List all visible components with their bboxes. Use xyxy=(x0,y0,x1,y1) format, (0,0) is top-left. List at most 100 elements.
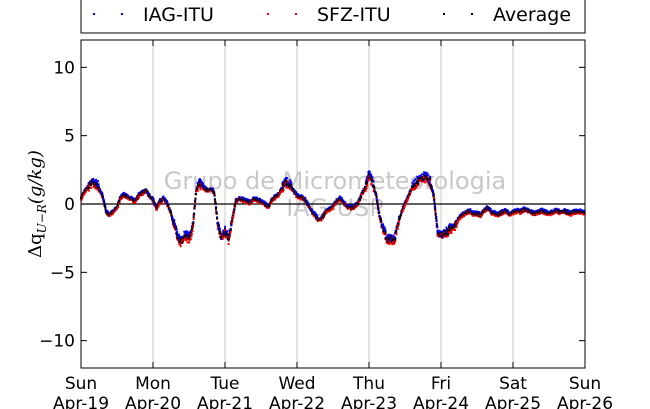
point-sfz-itu xyxy=(472,214,475,217)
legend-label: Average xyxy=(493,4,571,26)
point-average xyxy=(216,217,219,220)
point-average xyxy=(213,192,216,195)
point-average xyxy=(433,205,436,208)
x-tick-label-day: Sun xyxy=(569,374,601,394)
point-iag-itu xyxy=(536,209,539,212)
point-iag-itu xyxy=(97,183,100,186)
point-average xyxy=(394,238,397,241)
point-iag-itu xyxy=(351,204,354,207)
point-average xyxy=(180,238,183,241)
point-iag-itu xyxy=(101,193,104,196)
point-sfz-itu xyxy=(375,197,378,200)
point-iag-itu xyxy=(287,182,290,185)
point-iag-itu xyxy=(397,215,400,218)
y-tick-label: −10 xyxy=(39,332,75,352)
point-iag-itu xyxy=(421,173,424,176)
point-iag-itu xyxy=(541,208,544,211)
point-average xyxy=(364,187,367,190)
point-sfz-itu xyxy=(429,179,432,182)
point-average xyxy=(216,224,219,227)
point-average xyxy=(196,188,199,191)
point-iag-itu xyxy=(494,210,496,213)
point-sfz-itu xyxy=(117,205,120,208)
point-iag-itu xyxy=(162,195,165,198)
point-sfz-itu xyxy=(281,190,284,193)
point-average xyxy=(447,233,450,236)
x-tick-label-date: Apr-21 xyxy=(197,394,253,409)
point-iag-itu xyxy=(432,192,435,195)
legend-marker xyxy=(295,13,297,15)
point-sfz-itu xyxy=(233,209,236,212)
point-sfz-itu xyxy=(412,188,415,191)
y-tick-label: −5 xyxy=(50,263,75,283)
point-iag-itu xyxy=(436,226,439,229)
point-average xyxy=(357,202,360,205)
legend-label: SFZ-ITU xyxy=(317,4,391,26)
point-iag-itu xyxy=(186,231,189,234)
point-sfz-itu xyxy=(406,200,409,203)
point-average xyxy=(382,226,385,229)
point-iag-itu xyxy=(185,232,188,235)
point-average xyxy=(375,193,378,196)
point-sfz-itu xyxy=(434,210,437,213)
point-average xyxy=(285,183,288,186)
point-average xyxy=(146,190,149,193)
point-average xyxy=(281,188,284,191)
point-sfz-itu xyxy=(288,187,291,190)
point-sfz-itu xyxy=(172,226,175,229)
point-iag-itu xyxy=(478,211,481,214)
point-average xyxy=(485,208,488,211)
point-sfz-itu xyxy=(215,208,217,211)
point-average xyxy=(324,213,327,216)
point-average xyxy=(191,226,194,229)
point-sfz-itu xyxy=(199,186,202,189)
point-average xyxy=(468,211,471,214)
point-iag-itu xyxy=(258,197,261,200)
point-iag-itu xyxy=(435,216,438,219)
point-average xyxy=(509,213,512,216)
point-iag-itu xyxy=(95,178,98,181)
y-label-main: Δq xyxy=(25,233,46,258)
point-iag-itu xyxy=(176,230,179,233)
point-iag-itu xyxy=(171,216,174,219)
point-average xyxy=(170,215,173,218)
point-average xyxy=(289,182,292,185)
point-average xyxy=(434,208,437,211)
data-points xyxy=(80,170,586,248)
point-average xyxy=(215,212,218,215)
point-iag-itu xyxy=(92,177,95,180)
point-sfz-itu xyxy=(245,202,248,205)
point-sfz-itu xyxy=(388,241,391,244)
point-average xyxy=(433,202,436,205)
point-average xyxy=(232,213,235,216)
point-average xyxy=(288,185,291,188)
point-sfz-itu xyxy=(521,211,523,214)
point-iag-itu xyxy=(106,209,109,212)
point-average xyxy=(192,216,195,219)
point-average xyxy=(270,200,273,203)
point-sfz-itu xyxy=(180,239,183,242)
point-sfz-itu xyxy=(81,196,84,199)
point-sfz-itu xyxy=(158,203,161,206)
point-average xyxy=(98,186,100,189)
point-average xyxy=(323,214,325,217)
point-iag-itu xyxy=(414,178,417,181)
point-iag-itu xyxy=(474,210,477,213)
point-average xyxy=(321,216,324,219)
point-sfz-itu xyxy=(415,186,418,189)
point-sfz-itu xyxy=(301,198,304,201)
point-iag-itu xyxy=(230,224,233,227)
point-average xyxy=(103,203,106,206)
point-average xyxy=(379,217,382,220)
point-sfz-itu xyxy=(366,184,369,187)
point-iag-itu xyxy=(449,223,451,226)
point-iag-itu xyxy=(307,201,310,204)
y-tick-label: 0 xyxy=(64,195,75,215)
point-iag-itu xyxy=(412,180,415,183)
point-iag-itu xyxy=(242,196,244,199)
point-iag-itu xyxy=(197,182,199,185)
point-average xyxy=(562,211,565,214)
point-iag-itu xyxy=(166,201,169,204)
point-sfz-itu xyxy=(191,230,194,233)
point-sfz-itu xyxy=(184,237,187,240)
